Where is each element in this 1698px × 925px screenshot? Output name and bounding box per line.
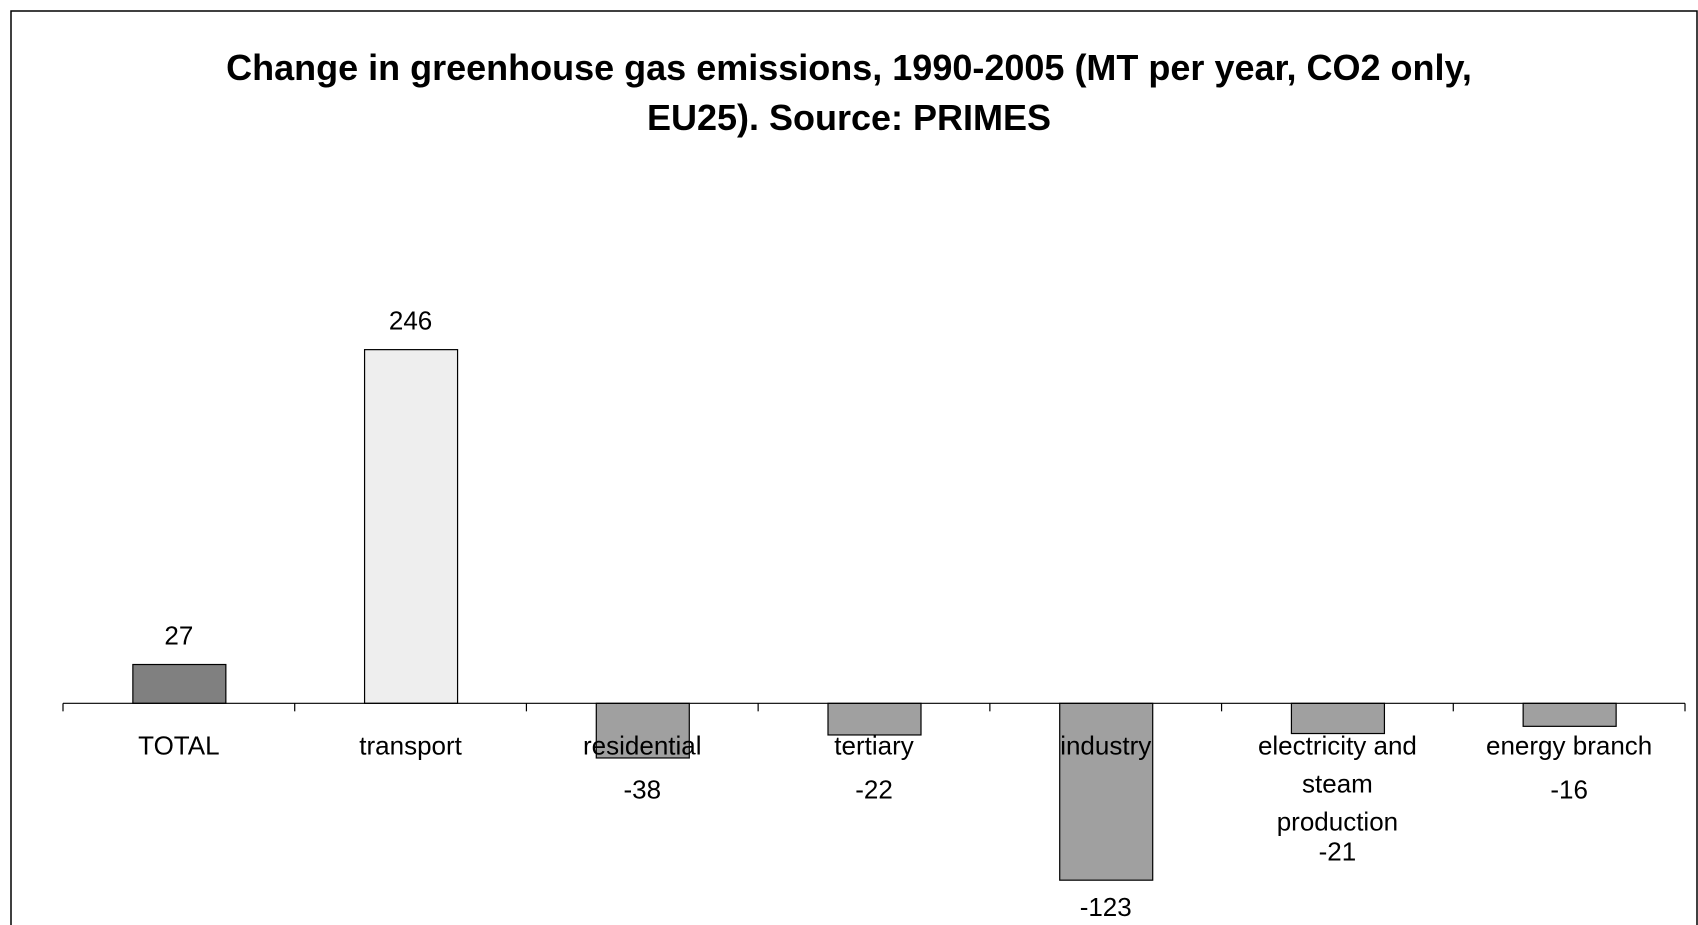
x-tick-label: transport <box>359 730 462 760</box>
chart-title: Change in greenhouse gas emissions, 1990… <box>226 47 1472 138</box>
x-tick-label: tertiary <box>834 730 913 760</box>
bar <box>827 702 922 736</box>
bar <box>1522 702 1617 727</box>
bar <box>363 349 459 704</box>
bar <box>595 702 690 759</box>
bar <box>1290 702 1386 735</box>
x-tick-label: TOTAL <box>138 730 219 760</box>
x-tick-label: industry <box>1060 730 1151 760</box>
x-tick-label: electricity and steam production <box>1258 730 1417 836</box>
data-label: 27 <box>164 621 193 651</box>
data-label: -16 <box>1550 774 1588 804</box>
data-label: -21 <box>1319 836 1357 866</box>
bar <box>132 663 227 704</box>
data-label: -38 <box>623 774 661 804</box>
data-label: -123 <box>1080 892 1132 922</box>
x-tick-label: residential <box>583 730 702 760</box>
bar <box>1059 702 1154 881</box>
data-label: 246 <box>389 306 432 336</box>
x-tick-label: energy branch <box>1486 730 1652 760</box>
chart-frame <box>10 10 1698 925</box>
data-label: -22 <box>855 774 893 804</box>
